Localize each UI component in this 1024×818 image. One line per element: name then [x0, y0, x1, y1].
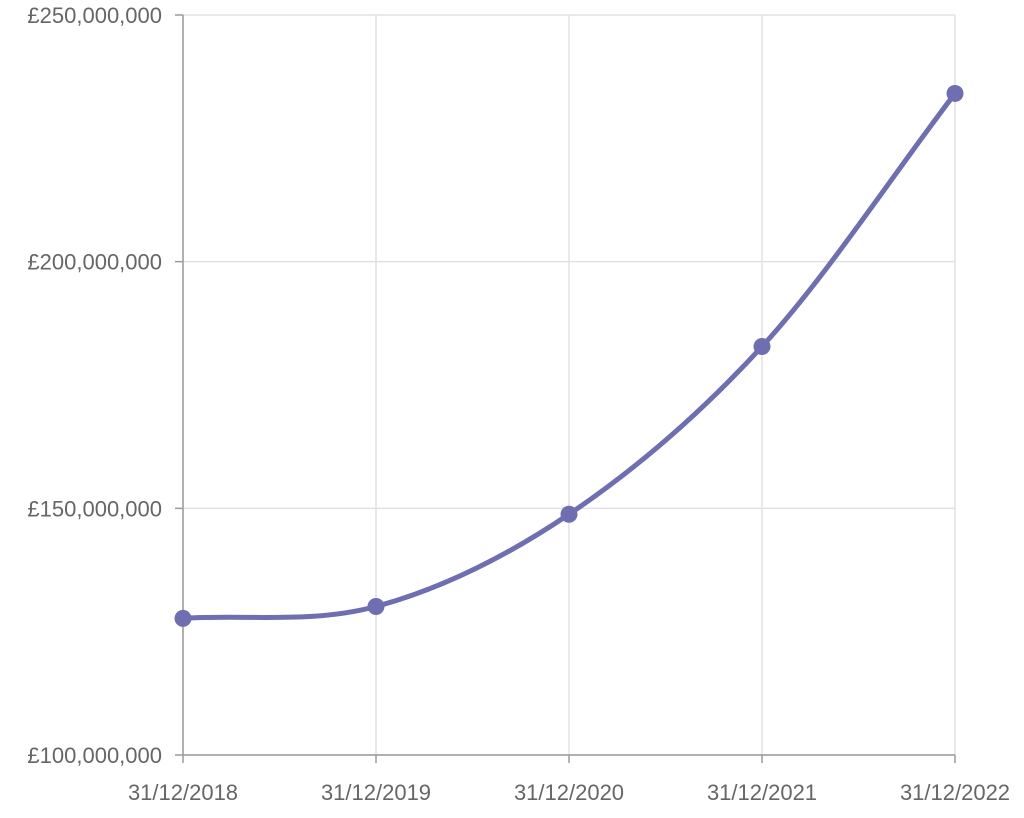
- data-point: [367, 598, 385, 616]
- series-line: [180, 90, 958, 621]
- data-point: [174, 609, 192, 627]
- series-layer: [174, 84, 964, 627]
- data-point: [753, 338, 771, 356]
- x-tick-label: 31/12/2022: [900, 780, 1010, 805]
- data-point: [946, 84, 964, 102]
- x-tick-label: 31/12/2021: [707, 780, 817, 805]
- y-tick-label: £200,000,000: [27, 250, 162, 275]
- label-layer: £100,000,000 £150,000,000 £200,000,000 £250…: [27, 3, 1010, 805]
- y-tick-label: £150,000,000: [27, 496, 162, 521]
- grid-layer: [182, 14, 956, 756]
- y-tick-label: £250,000,000: [27, 3, 162, 28]
- x-tick-label: 31/12/2019: [321, 780, 431, 805]
- y-tick-label: £100,000,000: [27, 743, 162, 768]
- x-tick-label: 31/12/2020: [514, 780, 624, 805]
- x-tick-label: 31/12/2018: [128, 780, 238, 805]
- data-point: [560, 505, 578, 523]
- axis-layer: [175, 14, 956, 763]
